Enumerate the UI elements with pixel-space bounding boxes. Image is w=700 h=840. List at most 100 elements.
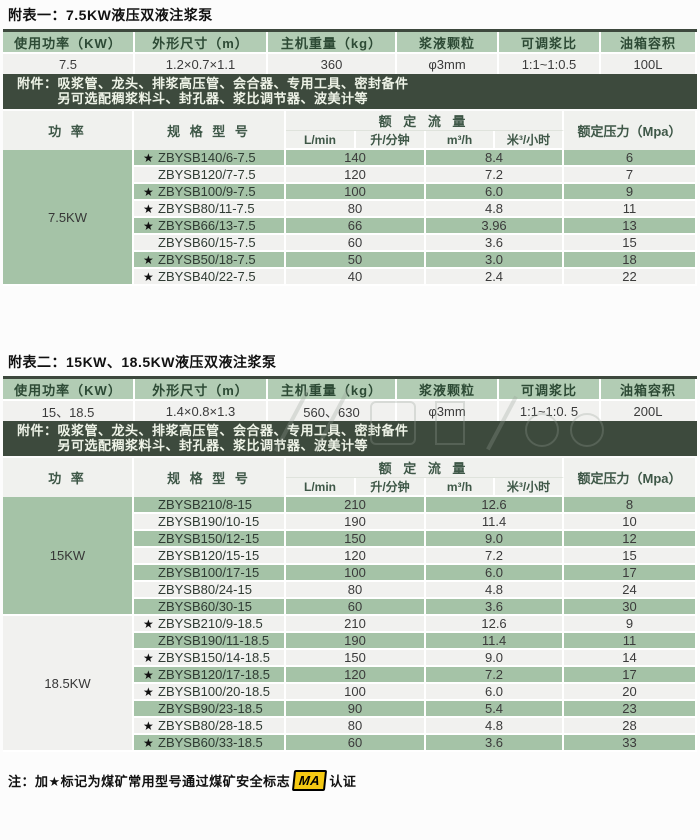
spec-header-power: 使用功率（KW） xyxy=(3,379,135,401)
main-header-row: 功 率 规 格 型 号 额 定 流 量 额定压力（Mpa） xyxy=(3,458,698,497)
flow-lmin-cell: 210 xyxy=(286,616,426,633)
flow-m3h-cell: 12.6 xyxy=(426,616,565,633)
model-cell: ★ ZBYSB120/17-18.5 xyxy=(134,667,286,684)
table-row: ZBYSB190/11-18.5 190 11.4 11 xyxy=(3,633,698,650)
footer-note: 注：加★标记为煤矿常用型号通过煤矿安全标志 MA 认证 xyxy=(3,770,697,791)
table-row: ★ ZBYSB66/13-7.5 66 3.96 13 xyxy=(3,218,698,235)
flow-m3h-cell: 6.0 xyxy=(426,184,565,201)
flow-m3h-cell: 7.2 xyxy=(426,548,565,565)
col-header-model: 规 格 型 号 xyxy=(134,111,286,150)
model-name: ZBYSB210/8-15 xyxy=(158,497,252,512)
spec-header-tank: 油箱容积 xyxy=(601,379,697,401)
flow-m3h-cell: 3.6 xyxy=(426,735,565,752)
flow-m3h-cell: 11.4 xyxy=(426,633,565,650)
model-name: ZBYSB100/20-18.5 xyxy=(158,684,271,699)
model-cell: ZBYSB120/7-7.5 xyxy=(134,167,286,184)
table-row: ★ ZBYSB150/14-18.5 150 9.0 14 xyxy=(3,650,698,667)
pressure-cell: 9 xyxy=(564,616,698,633)
model-cell: ★ ZBYSB100/9-7.5 xyxy=(134,184,286,201)
pressure-cell: 18 xyxy=(564,252,698,269)
spec-header-row: 使用功率（KW） 外形尺寸（m） 主机重量（kg） 浆液颗粒 可调浆比 油箱容积 xyxy=(3,32,697,54)
table2-title: 附表二：15KW、18.5KW液压双液注浆泵 xyxy=(8,354,277,370)
flow-m3h-cell: 4.8 xyxy=(426,582,565,599)
pressure-cell: 6 xyxy=(564,150,698,167)
spec-value-dimensions: 1.2×0.7×1.1 xyxy=(135,54,268,74)
spec-value-ratio: 1:1~1:0. 5 xyxy=(499,401,601,421)
table-row: ★ ZBYSB100/20-18.5 100 6.0 20 xyxy=(3,684,698,701)
pressure-cell: 15 xyxy=(564,235,698,252)
table1-title: 附表一：7.5KW液压双液注浆泵 xyxy=(8,7,213,23)
flow-lmin-cell: 100 xyxy=(286,684,426,701)
flow-lmin-cell: 80 xyxy=(286,201,426,218)
table-row: ZBYSB120/15-15 120 7.2 15 xyxy=(3,548,698,565)
model-name: ZBYSB80/28-18.5 xyxy=(158,718,263,733)
spec-header-weight: 主机重量（kg） xyxy=(268,379,397,401)
flow-lmin-cell: 150 xyxy=(286,650,426,667)
model-cell: ZBYSB190/11-18.5 xyxy=(134,633,286,650)
spec-value-particle: φ3mm xyxy=(397,401,499,421)
flow-lmin-cell: 60 xyxy=(286,235,426,252)
flow-lmin-cell: 80 xyxy=(286,718,426,735)
col-header-pressure: 额定压力（Mpa） xyxy=(564,111,698,150)
table-row: ZBYSB60/15-7.5 60 3.6 15 xyxy=(3,235,698,252)
flow-lmin-cell: 190 xyxy=(286,633,426,650)
accessories-line2: 另可选配稠浆料斗、封孔器、浆比调节器、波美计等 xyxy=(57,91,369,106)
flow-lmin-cell: 50 xyxy=(286,252,426,269)
model-name: ZBYSB190/10-15 xyxy=(158,514,260,529)
pressure-cell: 9 xyxy=(564,184,698,201)
flow-m3h-cell: 7.2 xyxy=(426,667,565,684)
col-header-power: 功 率 xyxy=(3,458,134,497)
pressure-cell: 23 xyxy=(564,701,698,718)
flow-m3h-cell: 11.4 xyxy=(426,514,565,531)
model-name: ZBYSB120/17-18.5 xyxy=(158,667,271,682)
model-cell: ★ ZBYSB80/28-18.5 xyxy=(134,718,286,735)
spec-value-row: 15、18.5 1.4×0.8×1.3 560、630 φ3mm 1:1~1:0… xyxy=(3,401,697,421)
model-cell: ZBYSB60/30-15 xyxy=(134,599,286,616)
spec-header-ratio: 可调浆比 xyxy=(499,379,601,401)
model-cell: ★ ZBYSB40/22-7.5 xyxy=(134,269,286,286)
pressure-cell: 7 xyxy=(564,167,698,184)
flow-lmin-cell: 40 xyxy=(286,269,426,286)
accessories-line1: 吸浆管、龙头、排浆高压管、会合器、专用工具、密封备件 xyxy=(57,76,409,91)
accessories-line1: 吸浆管、龙头、排浆高压管、会合器、专用工具、密封备件 xyxy=(57,423,409,438)
power-cell: 7.5KW xyxy=(3,150,134,286)
unit-m3h-cn: 米³/小时 xyxy=(495,478,565,497)
model-cell: ZBYSB210/8-15 xyxy=(134,497,286,514)
unit-m3h-cn: 米³/小时 xyxy=(495,131,565,150)
model-name: ZBYSB60/15-7.5 xyxy=(158,235,256,250)
model-name: ZBYSB90/23-18.5 xyxy=(158,701,263,716)
spec-header-dimensions: 外形尺寸（m） xyxy=(135,32,268,54)
table-row: ★ ZBYSB100/9-7.5 100 6.0 9 xyxy=(3,184,698,201)
flow-lmin-cell: 190 xyxy=(286,514,426,531)
model-cell: ZBYSB190/10-15 xyxy=(134,514,286,531)
col-header-power: 功 率 xyxy=(3,111,134,150)
model-cell: ★ ZBYSB50/18-7.5 xyxy=(134,252,286,269)
main-header-row: 功 率 规 格 型 号 额 定 流 量 额定压力（Mpa） xyxy=(3,111,698,150)
spec-header-particle: 浆液颗粒 xyxy=(397,379,499,401)
spec-header-power: 使用功率（KW） xyxy=(3,32,135,54)
spec-value-weight: 360 xyxy=(268,54,397,74)
flow-m3h-cell: 5.4 xyxy=(426,701,565,718)
model-name: ZBYSB140/6-7.5 xyxy=(158,150,256,165)
table-row: ★ ZBYSB40/22-7.5 40 2.4 22 xyxy=(3,269,698,286)
flow-lmin-cell: 80 xyxy=(286,582,426,599)
main-units-row: L/min 升/分钟 m³/h 米³/小时 xyxy=(3,131,697,150)
table-row: ZBYSB90/23-18.5 90 5.4 23 xyxy=(3,701,698,718)
spec-value-weight: 560、630 xyxy=(268,401,397,421)
model-name: ZBYSB40/22-7.5 xyxy=(158,269,256,284)
table-row: ZBYSB100/17-15 100 6.0 17 xyxy=(3,565,698,582)
model-cell: ★ ZBYSB210/9-18.5 xyxy=(134,616,286,633)
table-row: 18.5KW ★ ZBYSB210/9-18.5 210 12.6 9 xyxy=(3,616,698,752)
model-name: ZBYSB120/7-7.5 xyxy=(158,167,256,182)
star-mark: ★ xyxy=(143,651,154,665)
table-row: ZBYSB60/30-15 60 3.6 30 xyxy=(3,599,698,616)
star-mark: ★ xyxy=(143,719,154,733)
flow-m3h-cell: 4.8 xyxy=(426,201,565,218)
spec-value-particle: φ3mm xyxy=(397,54,499,74)
flow-lmin-cell: 120 xyxy=(286,667,426,684)
flow-lmin-cell: 60 xyxy=(286,599,426,616)
model-name: ZBYSB150/12-15 xyxy=(158,531,260,546)
model-cell: ★ ZBYSB100/20-18.5 xyxy=(134,684,286,701)
power-cell-18-5kw: 18.5KW xyxy=(3,616,134,752)
